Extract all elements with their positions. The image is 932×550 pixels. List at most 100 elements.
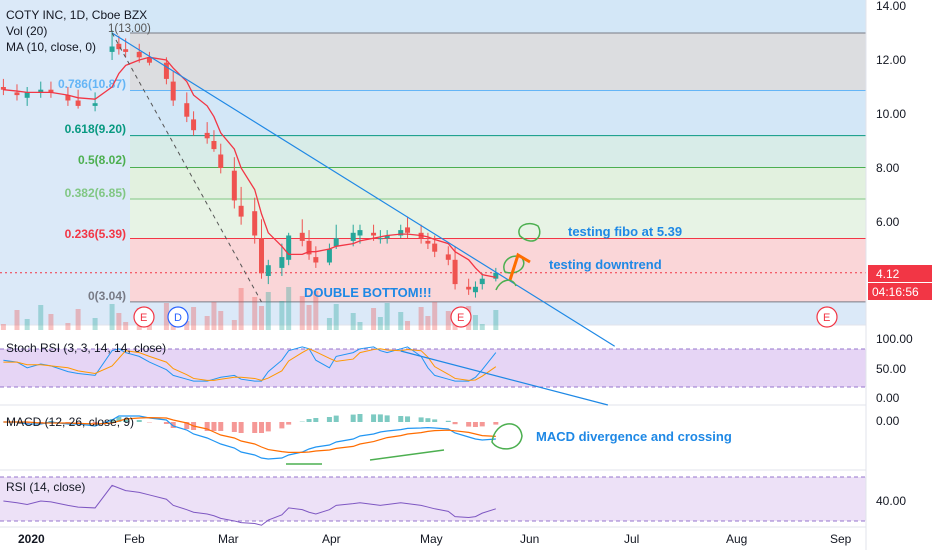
volume-bar <box>238 288 244 330</box>
annotation-testing-downtrend: testing downtrend <box>549 257 662 272</box>
event-markers: E D E E <box>133 306 838 328</box>
candle-body <box>231 170 237 201</box>
candle-body <box>265 265 271 276</box>
candle-body <box>306 240 312 255</box>
macd-histogram-bar <box>238 422 244 433</box>
volume-bar <box>211 302 217 330</box>
fib-band <box>130 238 866 302</box>
last-price-label: 4.12 04:16:56 <box>868 265 932 300</box>
fib-band-above <box>130 0 866 33</box>
volume-bar <box>493 310 499 330</box>
time-label-may: May <box>420 532 443 546</box>
event-marker-circle <box>816 306 838 328</box>
macd-histogram-bar <box>398 416 404 422</box>
annotation-macd: MACD divergence and crossing <box>536 429 732 444</box>
price-tick-label: 6.00 <box>876 215 900 229</box>
volume-bar <box>231 320 237 330</box>
stoch-trend-line <box>400 350 609 406</box>
candle-body <box>286 235 292 260</box>
ma-legend: MA (10, close, 0) <box>6 40 96 54</box>
macd-histogram-bar <box>92 422 98 424</box>
fib-band <box>130 90 866 136</box>
macd-histogram-bar <box>231 422 237 432</box>
candle-body <box>109 46 115 52</box>
volume-bar <box>191 307 197 330</box>
macd-histogram-bar <box>333 415 339 422</box>
macd-histogram-bar <box>24 422 30 424</box>
orange-arrow <box>508 252 531 281</box>
candle-body <box>472 286 478 293</box>
volume-bar <box>445 311 451 330</box>
time-label-aug: Aug <box>726 532 747 546</box>
macd-histogram-bar <box>418 417 424 422</box>
volume-bar <box>326 318 332 330</box>
vol-legend: Vol (20) <box>6 24 47 38</box>
volume-bar <box>184 321 190 330</box>
volume-bar <box>350 313 356 330</box>
green-circle-fibo <box>518 222 541 242</box>
macd-histogram-bar <box>371 414 377 422</box>
candle-body <box>163 62 169 79</box>
candle-body <box>405 227 411 233</box>
time-label-sep: Sep <box>830 532 852 546</box>
event-marker-earnings[interactable]: E <box>816 306 838 328</box>
countdown-value: 04:16:56 <box>872 285 919 299</box>
candle-body <box>123 49 129 52</box>
annotation-testing-fibo: testing fibo at 5.39 <box>568 224 682 239</box>
macd-histogram-bar <box>452 422 458 425</box>
event-marker-earnings[interactable]: E <box>133 306 155 328</box>
candle-body <box>92 103 98 106</box>
fib-top-label: 1(13.00) <box>108 23 151 35</box>
macd-histogram-bar <box>357 414 363 422</box>
volume-bar <box>14 310 20 330</box>
event-marker-dividend[interactable]: D <box>167 306 189 328</box>
candle-body <box>326 249 332 263</box>
candle-body <box>371 232 377 236</box>
volume-bar <box>0 324 6 330</box>
macd-crossing-circle <box>491 423 523 450</box>
candle-body <box>279 257 285 268</box>
candle-body <box>218 154 224 168</box>
event-marker-label: D <box>174 312 182 324</box>
macd-histogram-bar <box>265 422 271 432</box>
candle-body <box>191 119 197 131</box>
macd-histogram-bar <box>170 422 176 428</box>
candle-body <box>146 57 152 63</box>
volume-bar <box>405 321 411 330</box>
candle-body <box>170 81 176 101</box>
macd-histogram-bar <box>479 422 485 427</box>
candle-body <box>479 278 485 285</box>
volume-bar <box>252 297 258 330</box>
event-marker-earnings[interactable]: E <box>450 306 472 328</box>
last-price-value: 4.12 <box>876 267 900 281</box>
macd-histogram-bar <box>350 414 356 422</box>
price-tick-label: 12.00 <box>876 53 906 67</box>
macd-legend: MACD (12, 26, close, 9) <box>6 415 134 429</box>
volume-bar <box>204 316 210 330</box>
downtrend-line <box>111 32 616 347</box>
time-label-jul: Jul <box>624 532 639 546</box>
ma-line <box>3 56 496 278</box>
candle-body <box>14 92 20 96</box>
macd-histogram-bar <box>425 418 431 422</box>
fib-retracement: 0.786(10.87) 0.618(9.20) 0.5(8.02) 0.382(6.… <box>0 0 866 326</box>
macd-histogram-bar <box>466 422 472 427</box>
fib-band <box>130 199 866 239</box>
candle-body <box>377 238 383 240</box>
stoch-k-line <box>3 346 497 382</box>
macd-histogram-bar <box>123 419 129 422</box>
volume-bar <box>371 308 377 330</box>
volume-bar <box>92 318 98 330</box>
volume-bar <box>38 305 44 330</box>
time-label-feb: Feb <box>124 532 145 546</box>
macd-histogram-bar <box>204 422 210 431</box>
candle-body <box>65 95 71 101</box>
hand-drawn-markup <box>286 222 541 465</box>
volume-bar <box>306 305 312 330</box>
stoch-tick-100: 100.00 <box>876 332 913 346</box>
candle-body <box>238 205 244 217</box>
candle-body <box>299 232 305 241</box>
candle-body <box>211 141 217 150</box>
fib-band <box>130 167 866 200</box>
